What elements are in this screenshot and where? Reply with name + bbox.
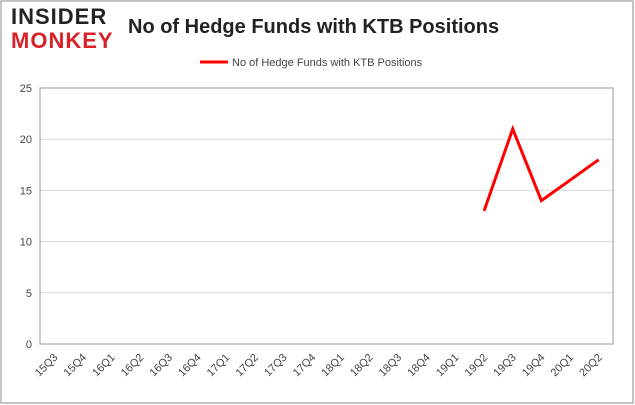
y-tick-label: 0 bbox=[26, 339, 32, 351]
logo-top: INSIDER bbox=[11, 4, 107, 29]
y-tick-label: 5 bbox=[26, 288, 32, 300]
legend-label: No of Hedge Funds with KTB Positions bbox=[232, 57, 423, 69]
logo-bottom: MONKEY bbox=[11, 28, 114, 53]
y-tick-label: 10 bbox=[20, 237, 32, 249]
chart-title: No of Hedge Funds with KTB Positions bbox=[128, 16, 499, 38]
y-tick-label: 25 bbox=[20, 83, 32, 95]
plot-border bbox=[39, 87, 614, 345]
data-line bbox=[482, 124, 600, 212]
y-tick-label: 20 bbox=[20, 134, 32, 146]
y-tick-label: 15 bbox=[20, 185, 32, 197]
